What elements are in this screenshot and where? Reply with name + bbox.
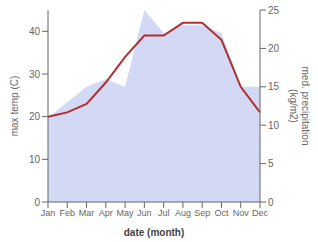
svg-text:40: 40 (29, 26, 41, 37)
svg-text:med. precipitation(kg/m2): med. precipitation(kg/m2) (288, 67, 311, 146)
svg-text:5: 5 (268, 158, 274, 169)
svg-text:Aug: Aug (175, 208, 191, 218)
svg-text:Mar: Mar (79, 208, 95, 218)
svg-text:Jun: Jun (137, 208, 152, 218)
svg-text:max temp (C): max temp (C) (9, 76, 20, 137)
svg-text:30: 30 (29, 69, 41, 80)
svg-text:Sep: Sep (194, 208, 210, 218)
svg-text:Jul: Jul (158, 208, 170, 218)
svg-text:10: 10 (29, 154, 41, 165)
svg-text:Nov: Nov (233, 208, 250, 218)
svg-text:date (month): date (month) (124, 227, 185, 238)
svg-text:20: 20 (268, 43, 280, 54)
svg-text:25: 25 (268, 5, 280, 16)
svg-text:May: May (117, 208, 135, 218)
svg-text:Jan: Jan (41, 208, 56, 218)
svg-text:Apr: Apr (99, 208, 113, 218)
svg-text:Oct: Oct (214, 208, 229, 218)
svg-text:15: 15 (268, 81, 280, 92)
svg-text:10: 10 (268, 120, 280, 131)
svg-text:0: 0 (268, 197, 274, 208)
svg-text:20: 20 (29, 111, 41, 122)
svg-text:Feb: Feb (60, 208, 76, 218)
svg-text:Dec: Dec (252, 208, 269, 218)
svg-text:0: 0 (34, 197, 40, 208)
